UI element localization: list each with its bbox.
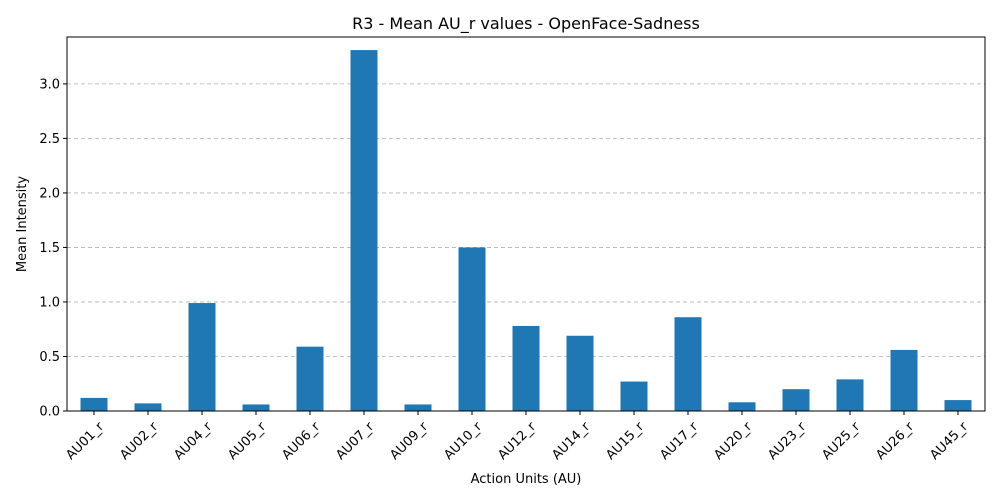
x-tick-label: AU05_r bbox=[225, 419, 269, 463]
bar-au04-r bbox=[188, 303, 216, 411]
x-tick-label: AU23_r bbox=[765, 419, 809, 463]
x-tick-label: AU07_r bbox=[333, 419, 377, 463]
x-axis: AU01_r AU02_r AU04_r AU05_r AU06_r AU07_r AU09… bbox=[63, 411, 972, 463]
bar-au12-r bbox=[512, 325, 540, 411]
x-tick-label: AU09_r bbox=[387, 419, 431, 463]
x-tick-label: AU26_r bbox=[873, 419, 917, 463]
bar-au26-r bbox=[890, 349, 918, 411]
bar-au01-r bbox=[80, 397, 108, 411]
x-axis-label: Action Units (AU) bbox=[471, 472, 582, 487]
bar-au09-r bbox=[404, 404, 432, 411]
bar-au23-r bbox=[782, 389, 810, 411]
x-tick-label: AU06_r bbox=[279, 419, 323, 463]
bar-au14-r bbox=[566, 335, 594, 411]
bar-au06-r bbox=[296, 346, 324, 411]
y-axis-label: Mean Intensity bbox=[15, 176, 30, 272]
y-tick-label: 2.5 bbox=[39, 132, 60, 147]
bar-au25-r bbox=[836, 379, 864, 411]
x-tick-label: AU25_r bbox=[819, 419, 863, 463]
x-tick-label: AU14_r bbox=[549, 419, 593, 463]
y-tick-label: 0.0 bbox=[39, 405, 60, 420]
bar-au07-r bbox=[350, 50, 378, 412]
x-tick-label: AU10_r bbox=[441, 419, 485, 463]
x-tick-label: AU17_r bbox=[657, 419, 701, 463]
x-tick-label: AU02_r bbox=[117, 419, 161, 463]
y-tick-label: 1.0 bbox=[39, 295, 60, 310]
bar-au15-r bbox=[620, 381, 648, 411]
y-axis: 0.0 0.5 1.0 1.5 2.0 2.5 3.0 bbox=[39, 77, 67, 420]
bar-au45-r bbox=[944, 400, 972, 411]
bar-au02-r bbox=[134, 403, 162, 411]
bar-au05-r bbox=[242, 404, 270, 411]
x-tick-label: AU04_r bbox=[171, 419, 215, 463]
x-tick-label: AU01_r bbox=[63, 419, 107, 463]
bar-au10-r bbox=[458, 247, 486, 411]
x-tick-label: AU20_r bbox=[711, 419, 755, 463]
bar-au20-r bbox=[728, 402, 756, 411]
y-tick-label: 1.5 bbox=[39, 241, 60, 256]
x-tick-label: AU45_r bbox=[927, 419, 971, 463]
chart-title: R3 - Mean AU_r values - OpenFace-Sadness bbox=[352, 14, 700, 34]
y-tick-label: 3.0 bbox=[39, 77, 60, 92]
x-tick-label: AU15_r bbox=[603, 419, 647, 463]
bars bbox=[80, 50, 972, 412]
y-tick-label: 2.0 bbox=[39, 186, 60, 201]
bar-au17-r bbox=[674, 317, 702, 411]
y-tick-label: 0.5 bbox=[39, 350, 60, 365]
x-tick-label: AU12_r bbox=[495, 419, 539, 463]
